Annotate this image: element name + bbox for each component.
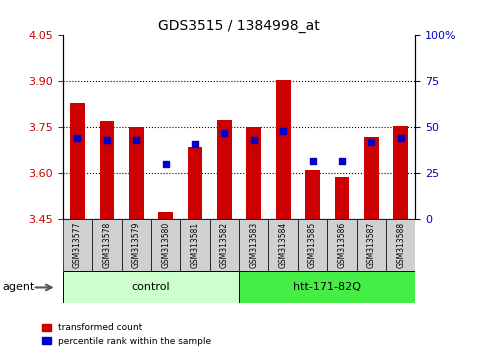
Point	[397, 136, 405, 141]
Bar	[386, 219, 415, 271]
Text: GSM313585: GSM313585	[308, 222, 317, 268]
Bar	[122, 219, 151, 271]
Bar	[335, 177, 349, 219]
Bar	[239, 271, 415, 303]
Bar	[70, 103, 85, 219]
Text: GSM313579: GSM313579	[132, 222, 141, 268]
Point	[103, 137, 111, 143]
Text: GSM313588: GSM313588	[396, 222, 405, 268]
Point	[368, 139, 375, 145]
Bar	[158, 212, 173, 219]
Point	[162, 161, 170, 167]
Bar	[151, 219, 180, 271]
Point	[73, 136, 81, 141]
Text: control: control	[132, 282, 170, 292]
Point	[338, 158, 346, 164]
Bar	[99, 121, 114, 219]
Bar	[305, 170, 320, 219]
Bar	[276, 80, 290, 219]
Bar	[393, 126, 408, 219]
Bar	[63, 219, 92, 271]
Text: agent: agent	[2, 282, 35, 292]
Bar	[364, 137, 379, 219]
Bar	[63, 271, 239, 303]
Bar	[327, 219, 356, 271]
Bar	[239, 219, 269, 271]
Title: GDS3515 / 1384998_at: GDS3515 / 1384998_at	[158, 19, 320, 33]
Text: GSM313580: GSM313580	[161, 222, 170, 268]
Text: GSM313577: GSM313577	[73, 222, 82, 268]
Bar	[269, 219, 298, 271]
Point	[250, 137, 257, 143]
Text: GSM313586: GSM313586	[338, 222, 346, 268]
Point	[221, 130, 228, 136]
Point	[191, 141, 199, 147]
Point	[132, 137, 140, 143]
Point	[309, 158, 316, 164]
Bar	[180, 219, 210, 271]
Text: GSM313582: GSM313582	[220, 222, 229, 268]
Legend: transformed count, percentile rank within the sample: transformed count, percentile rank withi…	[38, 320, 215, 349]
Text: GSM313581: GSM313581	[190, 222, 199, 268]
Text: GSM313584: GSM313584	[279, 222, 288, 268]
Bar	[129, 127, 143, 219]
Text: GSM313578: GSM313578	[102, 222, 112, 268]
Text: GSM313587: GSM313587	[367, 222, 376, 268]
Bar	[92, 219, 122, 271]
Bar	[298, 219, 327, 271]
Text: GSM313583: GSM313583	[249, 222, 258, 268]
Bar	[217, 120, 232, 219]
Bar	[246, 127, 261, 219]
Bar	[356, 219, 386, 271]
Bar	[210, 219, 239, 271]
Text: htt-171-82Q: htt-171-82Q	[293, 282, 361, 292]
Point	[279, 128, 287, 134]
Bar	[188, 147, 202, 219]
